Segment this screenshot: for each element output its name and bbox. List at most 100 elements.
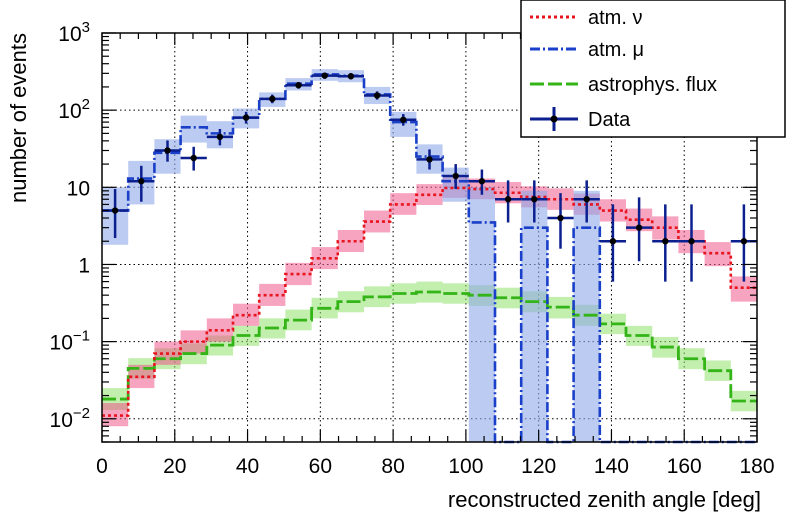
x-tick-label: 80: [381, 455, 404, 478]
data-marker: [504, 196, 512, 203]
data-point: [468, 169, 495, 195]
data-marker: [111, 207, 119, 214]
data-points: [102, 72, 757, 282]
data-point: [652, 204, 679, 282]
atm-mu-band-bin: [521, 190, 548, 442]
data-marker: [400, 116, 407, 123]
atm-mu-band-bin: [468, 187, 495, 442]
data-marker: [609, 238, 617, 245]
y-tick-base: 10: [58, 23, 81, 46]
data-point: [285, 81, 312, 89]
data-point: [206, 128, 233, 146]
data-marker: [242, 114, 250, 121]
atm-nu-band-bin: [337, 229, 364, 253]
y-tick-exponent: −2: [73, 405, 90, 422]
atm-mu-histogram: [102, 73, 757, 444]
atm-nu-band-bin: [206, 318, 233, 342]
x-tick-label: 40: [236, 455, 259, 478]
legend-box: [520, 0, 786, 138]
data-point: [102, 189, 129, 239]
data-marker: [478, 178, 486, 185]
y-tick-label: 10−2: [50, 405, 90, 432]
data-marker: [583, 196, 590, 203]
y-tick-exponent: 2: [82, 96, 90, 113]
astrophys-band-bin: [364, 286, 391, 308]
series-lines: [102, 73, 757, 444]
data-marker: [662, 238, 669, 245]
data-marker: [321, 72, 328, 79]
legend: atm. ν atm. μ astrophys. flux Data: [520, 0, 786, 138]
data-point: [599, 204, 626, 282]
data-point: [416, 149, 443, 170]
data-marker: [269, 95, 276, 103]
data-marker: [138, 178, 145, 185]
y-tick-label: 103: [58, 19, 90, 46]
y-tick-base: 10: [67, 177, 90, 200]
y-tick-base: 10: [50, 409, 73, 432]
data-marker: [347, 73, 355, 80]
data-point: [364, 91, 391, 100]
x-tick-label: 0: [96, 455, 108, 478]
data-point: [128, 165, 155, 202]
astrophys-histogram: [102, 290, 757, 403]
atm-mu-band-bin: [180, 115, 207, 143]
data-point: [626, 197, 653, 262]
x-tick-label: 140: [594, 455, 629, 478]
data-point: [390, 114, 417, 126]
data-point: [521, 180, 548, 223]
atm-nu-band-bin: [180, 330, 207, 354]
data-marker: [295, 82, 302, 89]
astrophys-band-bin: [495, 287, 522, 309]
data-marker: [688, 238, 695, 245]
data-marker: [452, 172, 459, 180]
data-marker: [216, 133, 224, 141]
atm-nu-histogram: [102, 186, 757, 417]
x-tick-label: 120: [521, 455, 556, 478]
uncertainty-bands: [102, 69, 757, 442]
x-tick-label: 160: [667, 455, 702, 478]
data-marker: [426, 156, 433, 163]
x-tick-label: 60: [309, 455, 332, 478]
y-tick-base: 10: [58, 100, 81, 123]
data-legend-label: Data: [588, 109, 631, 131]
data-point: [311, 72, 338, 79]
atm-nu-band-bin: [233, 303, 260, 326]
x-tick-label: 180: [739, 455, 774, 478]
data-marker: [531, 196, 538, 203]
y-tick-label: 10−1: [50, 328, 90, 355]
data-point: [547, 193, 574, 249]
y-tick-base: 10: [50, 332, 73, 355]
y-tick-exponent: 3: [82, 19, 90, 36]
data-marker: [635, 224, 643, 231]
y-tick-label: 1: [78, 254, 90, 277]
data-point: [337, 73, 364, 80]
data-marker: [373, 92, 381, 99]
data-point: [154, 140, 181, 162]
atm-mu-legend-label: atm. μ: [588, 39, 644, 61]
data-point: [573, 180, 600, 223]
data-point: [442, 164, 469, 190]
atm-nu-legend-label: atm. ν: [588, 7, 642, 29]
y-tick-label: 10: [67, 177, 90, 200]
y-tick-label: 102: [58, 96, 90, 123]
y-axis-title: number of events: [6, 33, 31, 203]
astrophys-legend-label: astrophys. flux: [588, 74, 717, 96]
x-tick-labels: 0 20 40 60 80 100 120 140 160 180: [96, 455, 774, 478]
data-marker: [164, 147, 171, 154]
x-axis-title: reconstructed zenith angle [deg]: [448, 487, 761, 512]
data-marker: [190, 154, 197, 162]
x-tick-label: 100: [448, 455, 483, 478]
y-tick-exponent: −1: [73, 328, 90, 345]
y-tick-base: 1: [78, 254, 90, 277]
data-point: [678, 204, 705, 282]
x-tick-label: 20: [163, 455, 186, 478]
data-legend-marker: [550, 115, 558, 123]
data-point: [233, 111, 260, 124]
data-marker: [557, 214, 564, 222]
data-point: [259, 94, 286, 104]
data-point: [495, 180, 522, 223]
data-point: [180, 146, 207, 171]
data-marker: [740, 238, 748, 245]
